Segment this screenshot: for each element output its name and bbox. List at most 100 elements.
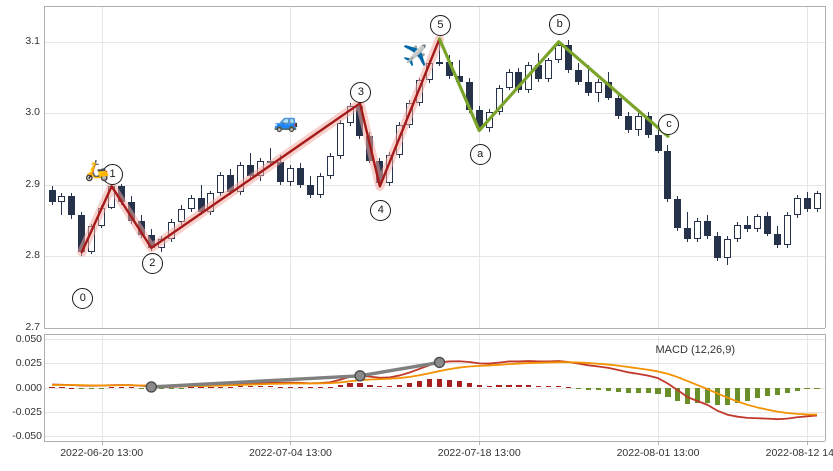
macd-histogram-bar <box>516 385 522 388</box>
candlestick <box>614 6 622 328</box>
macd-gridline <box>44 436 825 438</box>
wave-label-2: 2 <box>141 252 163 274</box>
zigzag-down-halo <box>77 34 444 257</box>
candlestick <box>435 6 443 328</box>
panel-border <box>44 6 825 7</box>
candle-body <box>793 197 801 215</box>
macd-histogram-bar <box>307 387 313 389</box>
candle-body <box>734 224 742 240</box>
macd-histogram-bar <box>426 379 433 388</box>
candlestick <box>296 6 304 328</box>
candle-body <box>48 189 56 203</box>
macd-histogram-bar <box>267 386 274 388</box>
macd-histogram-bar <box>615 387 621 392</box>
price-y-tick-label: 2.8 <box>25 249 40 262</box>
candlestick <box>495 6 503 328</box>
panel-border <box>44 334 825 335</box>
candlestick <box>634 6 642 328</box>
macd-histogram-bar <box>665 387 671 398</box>
macd-histogram-bar <box>248 386 254 388</box>
candlestick <box>674 6 682 328</box>
candle-body <box>217 174 225 194</box>
wave-label-b: b <box>549 13 571 35</box>
price-vertical-gridline <box>658 6 660 328</box>
macd-histogram-bar <box>536 386 542 388</box>
candlestick <box>326 6 334 328</box>
macd-histogram-bar <box>218 386 224 388</box>
macd-histogram-bar <box>724 387 731 405</box>
macd-histogram-bar <box>794 387 800 391</box>
macd-y-tick-label: -0.050 <box>12 430 42 443</box>
candlestick <box>336 6 344 328</box>
candlestick <box>58 6 66 328</box>
candlestick <box>654 6 662 328</box>
wave-label-5: 5 <box>429 15 451 37</box>
candlestick <box>773 6 781 328</box>
candle-body <box>187 197 195 210</box>
candle-body <box>68 196 76 215</box>
candle-wick <box>587 64 589 97</box>
price-vertical-gridline <box>479 6 481 328</box>
macd-histogram-bar <box>635 387 641 394</box>
candle-wick <box>687 212 689 243</box>
candle-body <box>435 61 443 64</box>
macd-histogram-bar <box>277 386 284 388</box>
candlestick <box>316 6 324 328</box>
macd-histogram-bar <box>59 387 65 389</box>
macd-histogram-bar <box>774 387 780 396</box>
candlestick <box>644 6 652 328</box>
macd-histogram-bar <box>754 387 760 399</box>
candle-body <box>664 150 672 200</box>
candle-body <box>763 216 771 234</box>
macd-y-tick-label: 0.000 <box>15 381 42 394</box>
candle-body <box>177 209 185 223</box>
candle-body <box>654 134 662 151</box>
macd-histogram-bar <box>526 385 532 388</box>
price-y-tick-label: 3.1 <box>25 34 40 47</box>
candle-body <box>326 156 334 177</box>
candle-body <box>704 220 712 237</box>
candle-body <box>803 197 811 210</box>
macd-histogram-bar <box>99 387 105 389</box>
x-tick-mark <box>101 441 103 445</box>
macd-histogram-bar <box>764 387 770 397</box>
macd-histogram-bar <box>486 385 492 388</box>
macd-line-overlay <box>51 356 818 421</box>
macd-vertical-gridline <box>479 334 481 441</box>
candlestick <box>813 6 821 328</box>
candlestick <box>664 6 672 328</box>
candlestick <box>793 6 801 328</box>
macd-histogram-bar <box>446 379 452 388</box>
candle-body <box>316 176 324 195</box>
macd-histogram-bar <box>605 387 611 391</box>
candle-body <box>336 123 344 157</box>
macd-histogram-bar <box>258 386 264 388</box>
wave-label-a: a <box>469 143 491 165</box>
macd-histogram-bar <box>347 383 353 388</box>
macd-histogram-bar <box>317 387 323 389</box>
macd-histogram-bar <box>585 387 592 390</box>
macd-trend-marker <box>145 381 158 393</box>
candle-body <box>674 199 682 228</box>
macd-histogram-bar <box>238 386 244 388</box>
candlestick <box>575 6 583 328</box>
macd-histogram-bar <box>367 384 373 388</box>
macd-histogram-bar <box>506 384 512 388</box>
price-y-tick-label: 2.7 <box>25 321 40 333</box>
macd-histogram-bar <box>198 387 204 389</box>
chart-emoji-1: 🚙 <box>273 111 299 134</box>
candlestick <box>286 6 294 328</box>
candlestick <box>306 6 314 328</box>
macd-gridline <box>44 411 825 413</box>
macd-histogram-bar <box>546 386 552 388</box>
panel-border <box>825 334 826 441</box>
wave-label-4: 4 <box>370 199 392 221</box>
price-vertical-gridline <box>290 6 292 328</box>
macd-y-tick-label: 0.025 <box>15 357 42 370</box>
candle-body <box>624 116 632 131</box>
macd-line <box>51 360 818 421</box>
candle-body <box>743 224 751 230</box>
candlestick <box>217 6 225 328</box>
candle-body <box>753 216 761 230</box>
macd-histogram-bar <box>436 378 443 388</box>
